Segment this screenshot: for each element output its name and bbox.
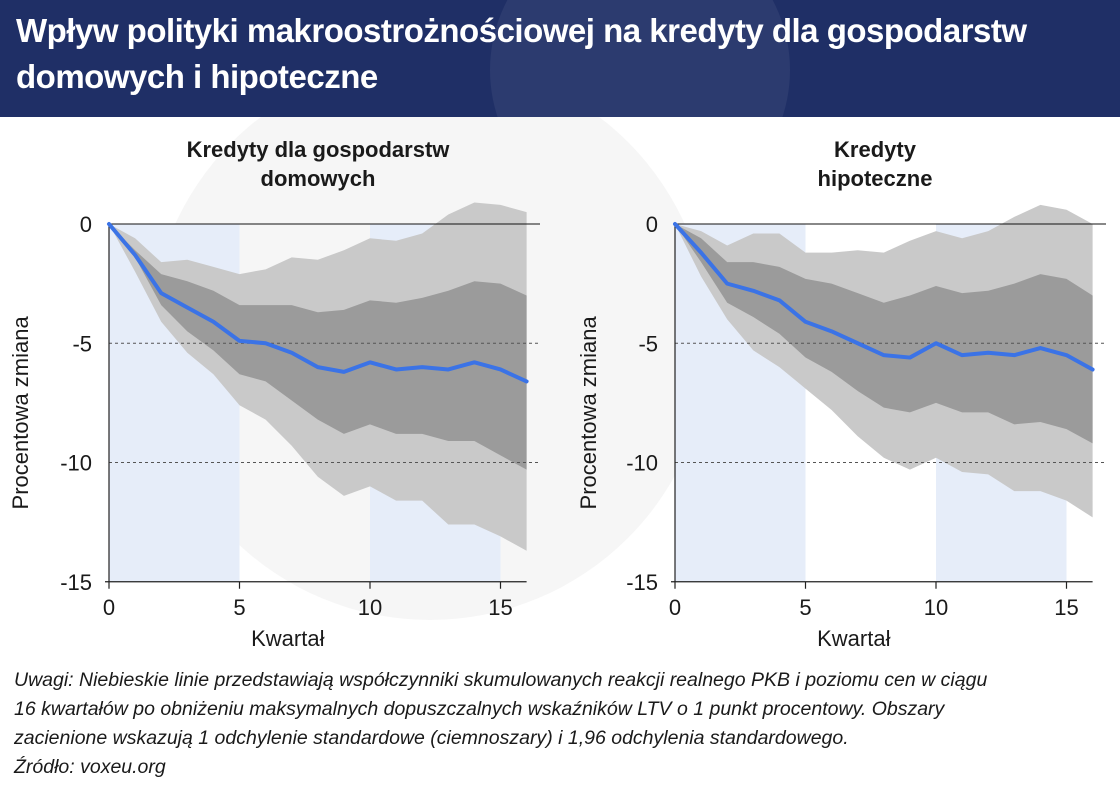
x-tick-label: 15 xyxy=(1054,595,1078,620)
y-tick-label: -10 xyxy=(60,451,92,476)
notes-line: zacienione wskazują 1 odchylenie standar… xyxy=(14,727,849,749)
x-tick-label: 15 xyxy=(488,595,512,620)
y-tick-label: 0 xyxy=(646,212,658,237)
x-axis-label: Kwartał xyxy=(817,626,890,651)
y-axis-label: Procentowa zmiana xyxy=(8,316,33,510)
notes-line: Uwagi: Niebieskie linie przedstawiają ws… xyxy=(14,669,988,691)
chart-title-line: Kredyty dla gospodarstw xyxy=(186,137,450,162)
chart-title-line: hipoteczne xyxy=(817,166,933,191)
y-tick-label: -15 xyxy=(626,570,658,595)
x-tick-label: 5 xyxy=(799,595,811,620)
y-tick-label: -5 xyxy=(72,331,92,356)
notes-line: 16 kwartałów po obniżeniu maksymalnych d… xyxy=(14,698,945,720)
x-tick-label: 0 xyxy=(103,595,115,620)
chart-household-credit: 0 -5 -10 -15 0 5 10 15 Kwartał Procentowa zmiana xyxy=(8,202,540,651)
y-tick-label: 0 xyxy=(80,212,92,237)
x-tick-label: 5 xyxy=(233,595,245,620)
notes: Uwagi: Niebieskie linie przedstawiają ws… xyxy=(14,666,1104,782)
x-axis-label: Kwartał xyxy=(251,626,324,651)
header-banner: Wpływ polityki makroostrożnościowej na k… xyxy=(0,0,1120,117)
confidence-band-inner xyxy=(109,224,527,470)
confidence-band-inner xyxy=(675,224,1093,444)
chart-title-line: Kredyty xyxy=(834,137,916,162)
x-tick-label: 0 xyxy=(669,595,681,620)
source-line: Źródło: voxeu.org xyxy=(14,756,166,778)
y-tick-label: -5 xyxy=(638,331,658,356)
chart-title-line: domowych xyxy=(260,166,376,191)
x-tick-label: 10 xyxy=(924,595,948,620)
x-tick-label: 10 xyxy=(358,595,382,620)
page-title: Wpływ polityki makroostrożnościowej na k… xyxy=(16,12,1027,95)
header-decoration xyxy=(490,0,790,117)
y-axis-label: Procentowa zmiana xyxy=(576,316,601,510)
chart-mortgage-credit: 0 -5 -10 -15 0 5 10 15 Kwartał Procentowa zmiana xyxy=(576,204,1106,651)
y-tick-label: -15 xyxy=(60,570,92,595)
y-tick-label: -10 xyxy=(626,451,658,476)
chart-title-mortgage: Kredyty hipoteczne xyxy=(705,135,1045,193)
chart-title-household: Kredyty dla gospodarstw domowych xyxy=(148,135,488,193)
